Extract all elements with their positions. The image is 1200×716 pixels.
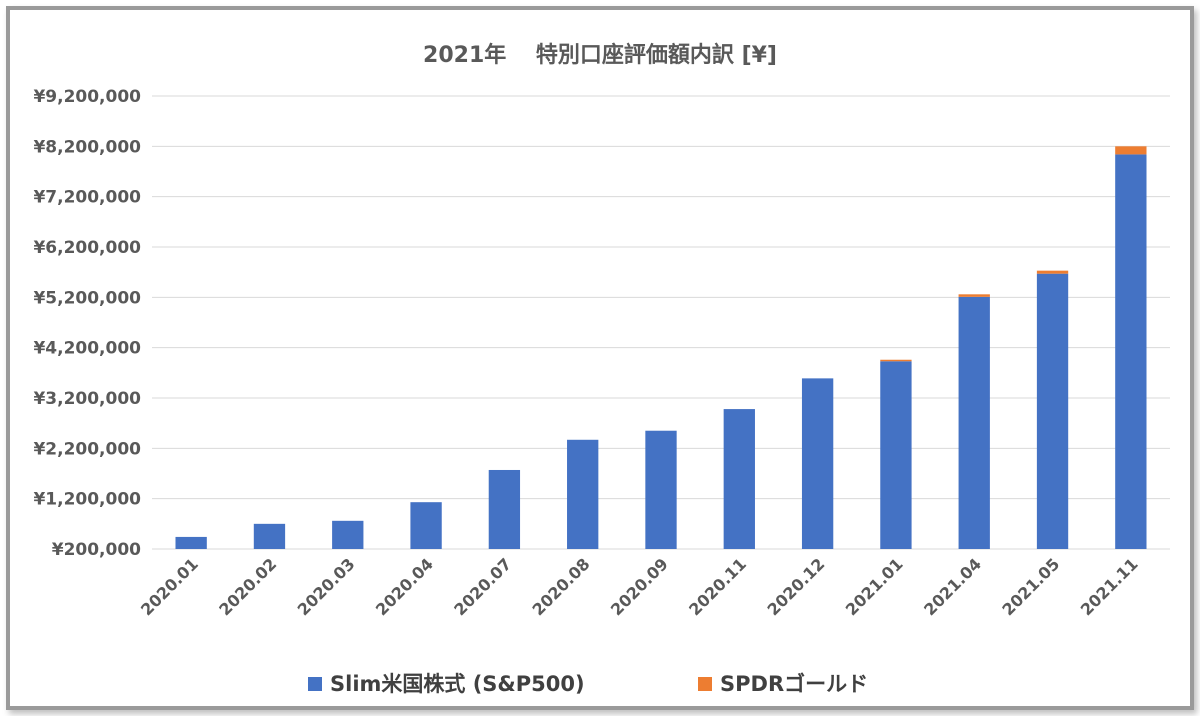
- legend-swatch: [308, 677, 322, 691]
- gridlines: [152, 95, 1170, 550]
- bar-spdr-gold: [958, 294, 990, 297]
- bar-slim-sp500: [1036, 273, 1069, 549]
- y-tick-label: ¥4,200,000: [33, 339, 141, 359]
- y-tick-label: ¥6,200,000: [33, 238, 141, 258]
- y-tick-label: ¥8,200,000: [33, 137, 141, 157]
- x-tick-label: 2020.04: [372, 554, 437, 619]
- bar-slim-sp500: [567, 439, 599, 549]
- chart-title: 2021年 特別口座評価額内訳 [¥]: [423, 42, 777, 68]
- x-tick-label: 2020.11: [685, 554, 750, 619]
- bars: [175, 146, 1147, 550]
- bar-slim-sp500: [958, 296, 990, 549]
- bar-slim-sp500: [175, 536, 207, 549]
- y-tick-label: ¥9,200,000: [33, 87, 141, 107]
- x-tick-label: 2020.09: [607, 554, 672, 619]
- bar-spdr-gold: [880, 359, 912, 362]
- bar-slim-sp500: [723, 409, 755, 549]
- legend: Slim米国株式 (S&P500) SPDRゴールド: [308, 672, 868, 696]
- y-tick-label: ¥1,200,000: [33, 490, 141, 510]
- bar-slim-sp500: [645, 430, 677, 549]
- bar-slim-sp500: [332, 520, 364, 549]
- y-tick-label: ¥3,200,000: [33, 389, 141, 409]
- y-tick-label: ¥200,000: [52, 540, 141, 560]
- y-tick-label: ¥2,200,000: [33, 439, 141, 459]
- bar-slim-sp500: [880, 361, 912, 549]
- x-tick-label: 2021.04: [920, 554, 985, 619]
- x-tick-label: 2021.01: [842, 554, 907, 619]
- x-tick-label: 2020.01: [137, 554, 202, 619]
- x-tick-label: 2020.03: [294, 554, 359, 619]
- x-tick-label: 2020.08: [529, 554, 594, 619]
- bar-slim-sp500: [801, 378, 834, 549]
- y-axis-ticks: ¥200,000 ¥1,200,000 ¥2,200,000 ¥3,200,000 ¥4…: [33, 87, 141, 560]
- bar-slim-sp500: [488, 469, 521, 549]
- bar-spdr-gold: [1115, 146, 1147, 155]
- x-tick-label: 2021.05: [998, 554, 1063, 619]
- x-axis-ticks: 2020.01 2020.02 2020.03 2020.04 2020.07 2020.…: [137, 554, 1142, 619]
- y-tick-label: ¥7,200,000: [33, 188, 141, 208]
- legend-swatch: [698, 677, 712, 691]
- x-tick-label: 2020.02: [215, 554, 280, 619]
- legend-label: SPDRゴールド: [720, 672, 868, 696]
- bar-slim-sp500: [253, 523, 286, 549]
- x-tick-label: 2021.11: [1077, 554, 1142, 619]
- bar-slim-sp500: [410, 502, 442, 549]
- x-tick-label: 2020.07: [450, 554, 515, 619]
- bar-spdr-gold: [1036, 270, 1069, 274]
- y-tick-label: ¥5,200,000: [33, 288, 141, 308]
- chart-svg: 2021年 特別口座評価額内訳 [¥] ¥200,000¥1,200,000¥2…: [33, 42, 1170, 696]
- x-tick-label: 2020.12: [763, 554, 828, 619]
- chart-frame: 2021年 特別口座評価額内訳 [¥] ¥200,000 ¥1,200,000 ¥2…: [6, 6, 1194, 710]
- legend-label: Slim米国株式 (S&P500): [330, 672, 585, 696]
- bar-slim-sp500: [1115, 154, 1147, 550]
